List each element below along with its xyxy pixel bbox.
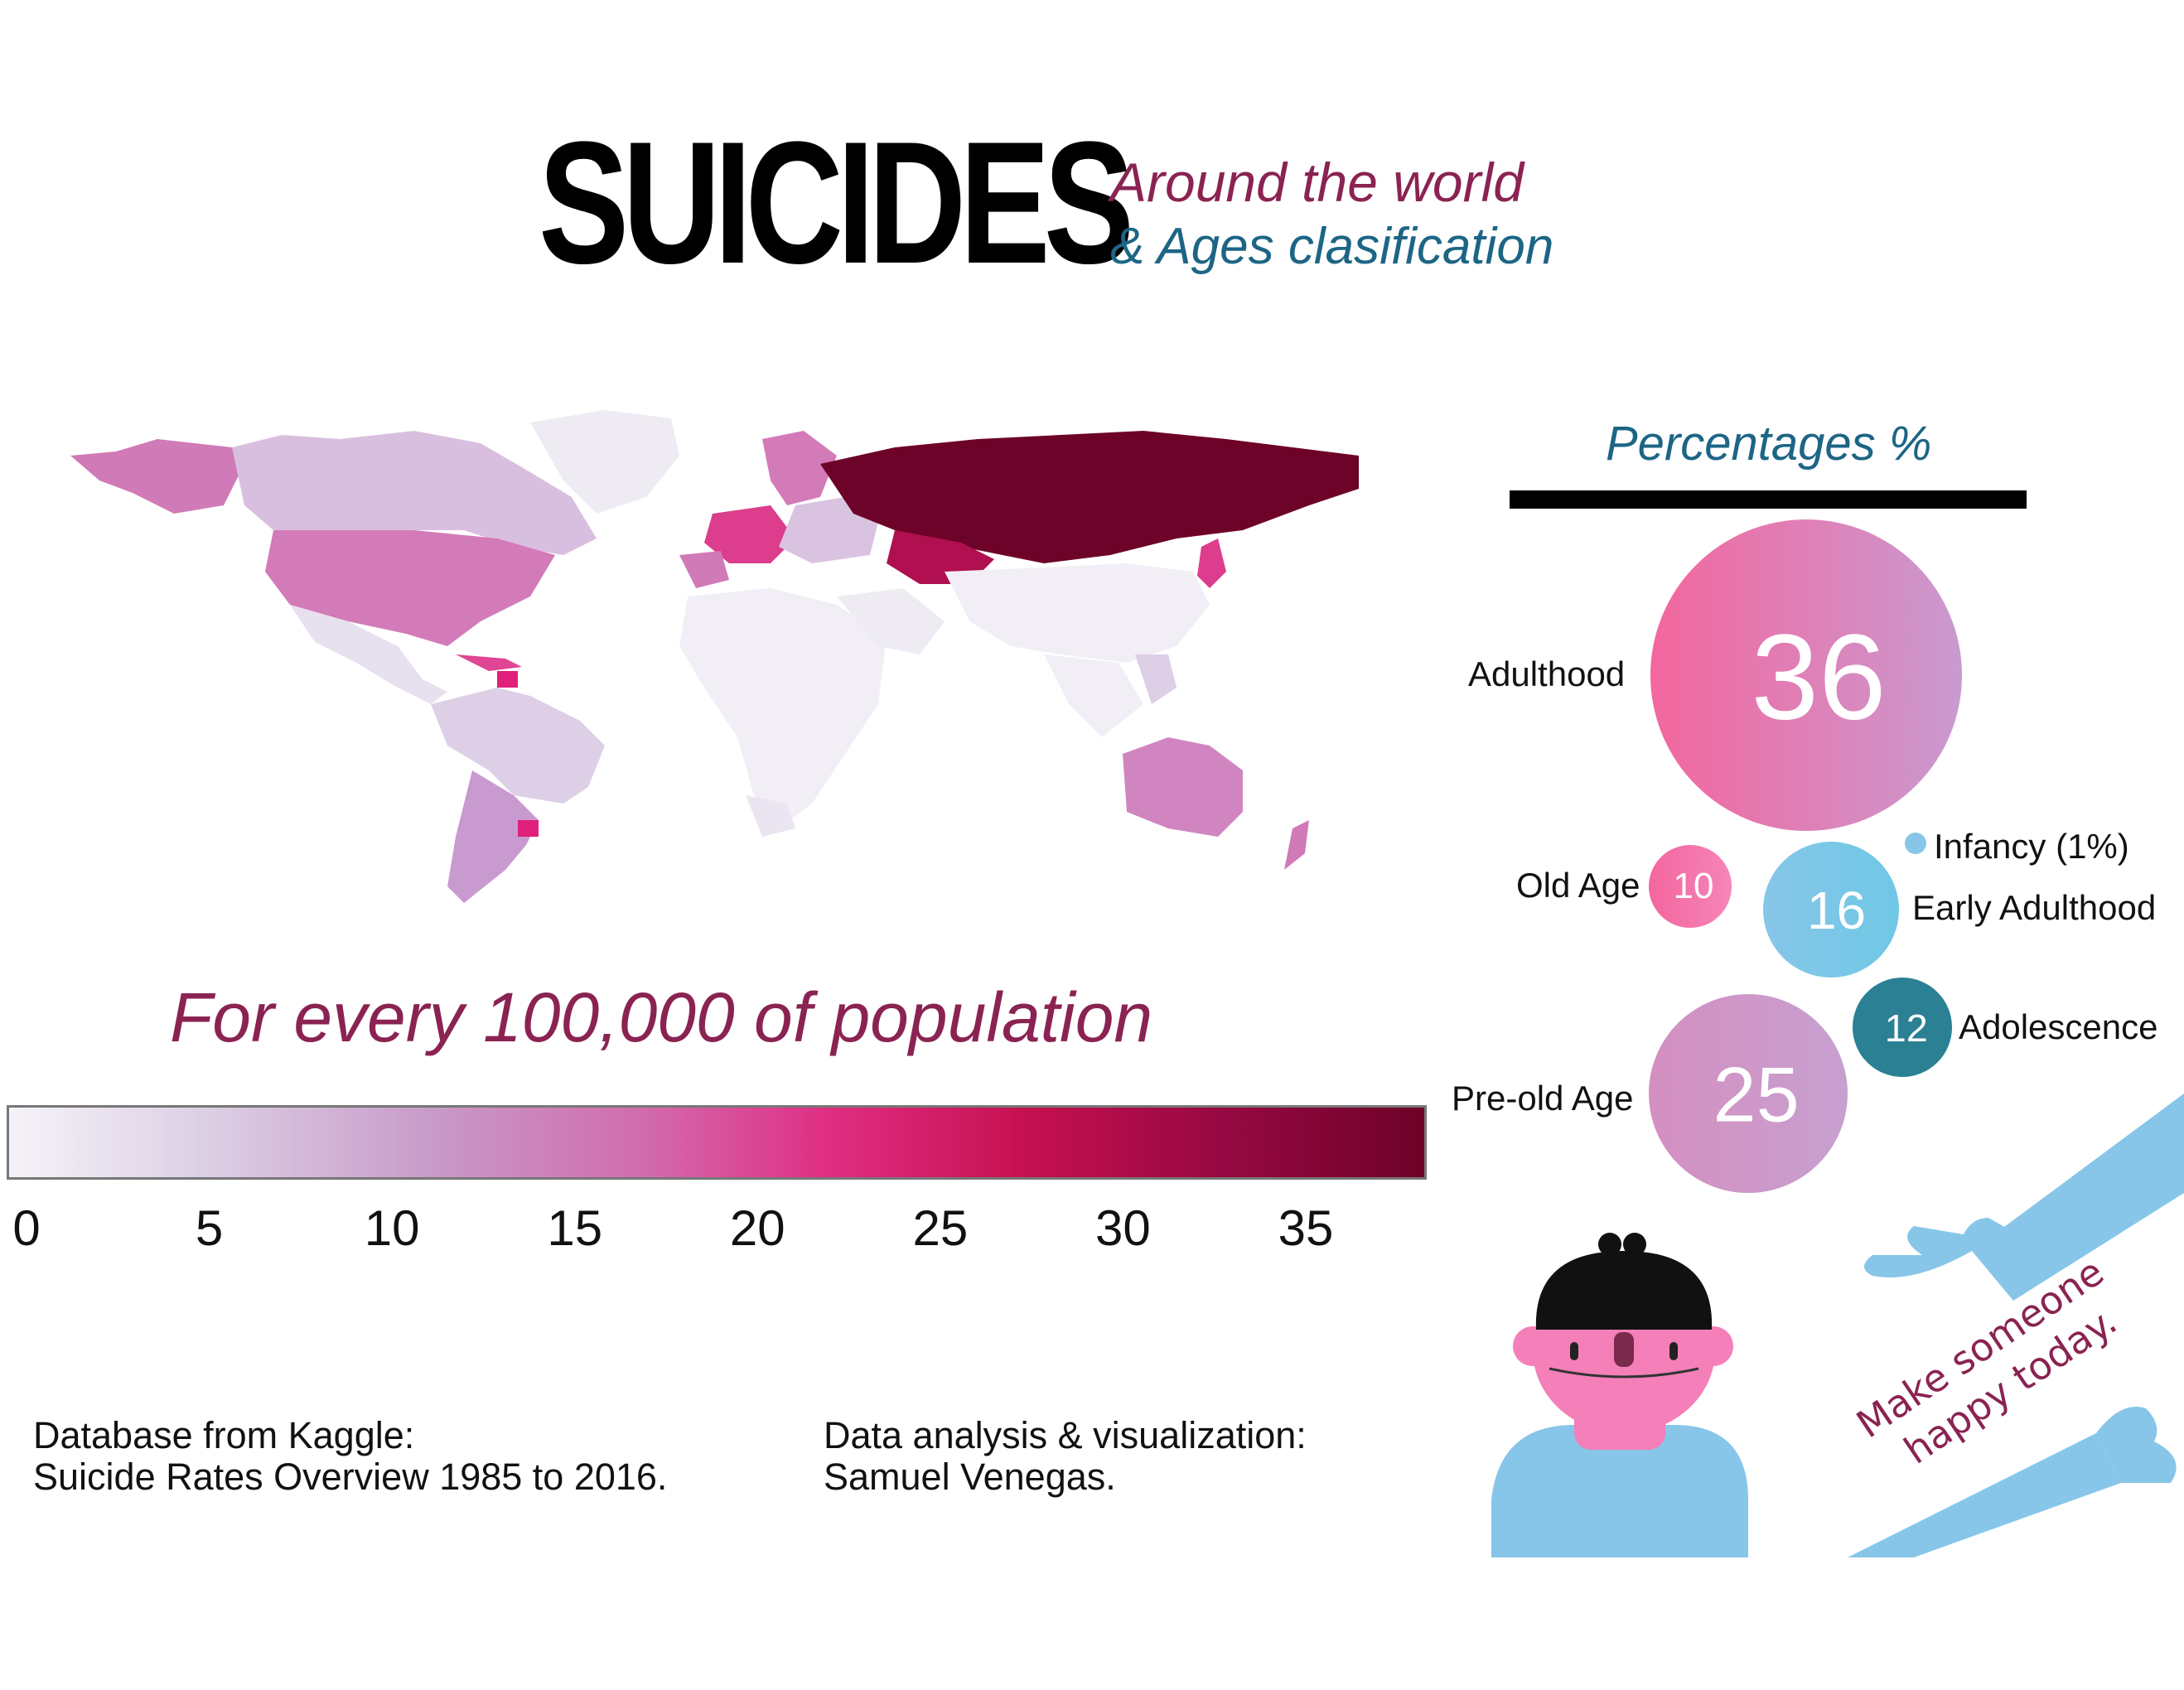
bubble-value: 10: [1674, 866, 1714, 906]
person-eye-right: [1669, 1342, 1678, 1360]
hand-lower: [2096, 1407, 2177, 1483]
author-line-2: Samuel Venegas.: [824, 1456, 1116, 1498]
person-bun-right: [1623, 1233, 1646, 1256]
bubble-label: Infancy (1%): [1934, 827, 2129, 866]
person-nose: [1614, 1332, 1634, 1367]
map-region-scandinavia: [762, 431, 837, 505]
map-region-argentina: [447, 770, 539, 903]
bubble-label: Adolescence: [1959, 1007, 2158, 1046]
person-eye-left: [1570, 1342, 1578, 1360]
source-credit: Database from Kaggle: Suicide Rates Over…: [33, 1415, 667, 1498]
colorbar-tick: 10: [364, 1200, 420, 1256]
map-region-caribbean: [456, 654, 522, 671]
map-region-south-america-north: [431, 688, 605, 804]
map-region-se-asia: [1135, 654, 1177, 704]
colorbar-tick: 30: [1095, 1200, 1151, 1256]
bubble-label: Old Age: [1516, 866, 1640, 905]
map-region-alaska: [70, 439, 244, 514]
map-region-japan: [1197, 538, 1226, 588]
arm-upper: [1972, 1094, 2184, 1301]
subtitle-line-2: & Ages clasification: [1110, 218, 1554, 275]
person-bun-left: [1598, 1233, 1621, 1256]
map-region-asia: [945, 563, 1210, 663]
colorbar: [7, 1105, 1427, 1180]
map-region-kazakhstan: [887, 530, 994, 584]
hand-upper: [1864, 1218, 2017, 1277]
person-shirt: [1491, 1425, 1748, 1557]
map-region-guyana: [497, 671, 518, 688]
bubble-early-adulthood: [1763, 842, 1899, 978]
chart-title-underline: [1510, 490, 2027, 509]
hands-illustration: [1848, 1094, 2184, 1557]
bubble-value: 16: [1807, 881, 1866, 940]
bubble-label: Pre-old Age: [1452, 1079, 1634, 1118]
map-region-middle-east: [837, 588, 945, 654]
map-region-south-asia: [1044, 654, 1143, 737]
bubble-value: 25: [1713, 1051, 1800, 1138]
map-region-mexico: [290, 605, 447, 704]
colorbar-tick: 20: [729, 1200, 785, 1256]
bubble-adulthood: [1650, 519, 1962, 831]
source-line-1: Database from Kaggle:: [33, 1414, 415, 1456]
map-region-uruguay: [518, 820, 539, 837]
person-hair: [1535, 1251, 1713, 1330]
bubble-value: 36: [1751, 610, 1886, 746]
author-credit: Data analysis & visualization: Samuel Ve…: [824, 1415, 1307, 1498]
bubble-infancy-: [1905, 833, 1926, 854]
map-region-usa: [265, 530, 555, 646]
map-caption: For every 100,000 of population: [170, 978, 1153, 1056]
person-illustration: [1491, 1233, 1748, 1557]
bubble-label: Early Adulthood: [1912, 888, 2157, 927]
map-region-western-europe: [704, 505, 795, 563]
map-region-iberia: [679, 551, 729, 588]
chart-title: Percentages %: [1606, 417, 1932, 471]
bubble-pre-old-age: [1649, 994, 1848, 1193]
bubble-value: 12: [1885, 1007, 1928, 1050]
colorbar-tick: 35: [1278, 1200, 1334, 1256]
colorbar-tick: 0: [12, 1200, 41, 1256]
person-mouth: [1549, 1367, 1699, 1379]
subtitle-line-1: Around the world: [1110, 152, 1524, 213]
map-region-south-africa: [746, 795, 795, 837]
map-region-new-zealand: [1284, 820, 1309, 870]
colorbar-tick: 25: [912, 1200, 969, 1256]
map-region-russia: [820, 431, 1359, 563]
world-choropleth-map: [70, 410, 1359, 903]
bubble-old-age: [1649, 845, 1732, 928]
map-region-greenland: [530, 410, 679, 514]
source-line-2: Suicide Rates Overview 1985 to 2016.: [33, 1456, 668, 1498]
colorbar-tick: 5: [195, 1200, 224, 1256]
map-region-africa: [679, 588, 887, 828]
author-line-1: Data analysis & visualization:: [824, 1414, 1307, 1456]
colorbar-tick: 15: [547, 1200, 603, 1256]
page-title: SUICIDES: [539, 105, 1134, 300]
bubble-label: Adulthood: [1468, 654, 1626, 693]
map-region-canada: [232, 431, 597, 555]
map-region-australia: [1123, 737, 1243, 837]
bubble-adolescence: [1853, 978, 1952, 1077]
arm-lower: [1848, 1433, 2121, 1557]
